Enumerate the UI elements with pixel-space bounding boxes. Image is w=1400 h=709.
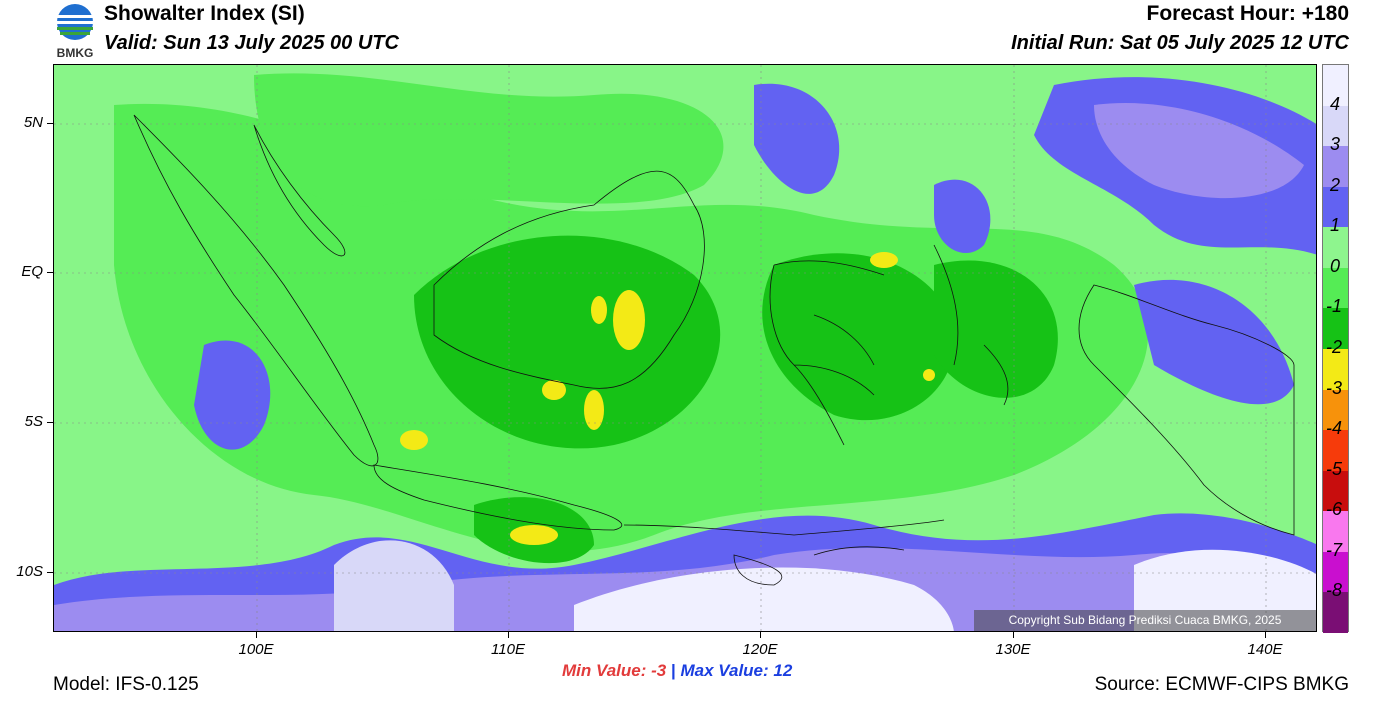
colorbar-tick-label: -5: [1326, 458, 1343, 479]
valid-time: Valid: Sun 13 July 2025 00 UTC: [104, 32, 399, 54]
lon-tick: [508, 632, 509, 638]
logo-text: BMKG: [57, 46, 94, 60]
cell-yellow-1: [613, 290, 645, 350]
colorbar-tick-label: -1: [1326, 296, 1343, 317]
coast-malay: [253, 124, 346, 257]
colorbar-tick-label: 3: [1330, 134, 1341, 155]
zone-purple-northeast: [1094, 103, 1304, 199]
colorbar-tick-label: 0: [1330, 255, 1341, 276]
colorbar-segment: [1323, 470, 1348, 512]
colorbar-segment: [1323, 227, 1348, 269]
max-value: 12: [773, 661, 793, 680]
colorbar-segment: [1323, 65, 1348, 107]
coast-maluku: [933, 244, 1009, 406]
lon-label-130e: 130E: [995, 641, 1031, 658]
lon-tick: [256, 632, 257, 638]
lat-tick: [47, 272, 53, 273]
colorbar-segment: [1323, 551, 1348, 593]
showalter-map: [53, 64, 1317, 632]
bmkg-logo: BMKG: [50, 1, 100, 61]
lat-label-eq: EQ: [21, 263, 43, 280]
min-max-values: Min Value: -3 | Max Value: 12: [562, 661, 792, 681]
lat-tick: [47, 123, 53, 124]
colorbar-segment: [1323, 186, 1348, 228]
copyright-notice: Copyright Sub Bidang Prediksi Cuaca BMKG…: [974, 610, 1316, 631]
colorbar-segment: [1323, 349, 1348, 391]
cell-yellow-8: [923, 369, 935, 381]
lon-tick: [760, 632, 761, 638]
min-value: -3: [651, 661, 667, 680]
coastlines: [133, 114, 1295, 586]
source-label: Source: ECMWF-CIPS BMKG: [1094, 674, 1349, 695]
colorbar-tick-label: 4: [1330, 93, 1341, 114]
zone-darkgreen-papua: [934, 260, 1058, 398]
colorbar-segment: [1323, 146, 1348, 188]
coast-sulawesi: [769, 260, 885, 446]
colorbar-segment: [1323, 430, 1348, 472]
colorbar-tick-label: -8: [1326, 580, 1343, 601]
colorbar-tick-label: -7: [1326, 539, 1343, 560]
zone-blue-borneo-north: [934, 179, 991, 254]
colorbar-segment: [1323, 105, 1348, 147]
colorbar-segment: [1323, 308, 1348, 350]
zone-blue-pacific: [754, 83, 840, 194]
lat-tick: [47, 572, 53, 573]
max-label: Max Value:: [680, 661, 769, 680]
coast-australia: [733, 554, 783, 586]
colorbar: [1322, 64, 1349, 634]
colorbar-segment: [1323, 592, 1348, 634]
cell-yellow-3: [542, 380, 566, 400]
cell-yellow-6: [510, 525, 558, 545]
coast-timor: [813, 546, 905, 556]
colorbar-segment: [1323, 389, 1348, 431]
colorbar-tick-label: -4: [1326, 418, 1343, 439]
lat-label-5s: 5S: [24, 413, 43, 430]
coast-borneo: [433, 170, 705, 389]
lat-label-10s: 10S: [16, 563, 43, 580]
cell-yellow-5: [400, 430, 428, 450]
cell-yellow-2: [591, 296, 607, 324]
min-label: Min Value:: [562, 661, 647, 680]
lon-tick: [1013, 632, 1014, 638]
colorbar-segment: [1323, 511, 1348, 553]
colorbar-tick-label: 1: [1330, 215, 1341, 236]
cell-yellow-4: [584, 390, 604, 430]
zone-white-south: [574, 567, 954, 631]
stats-separator: |: [670, 661, 676, 680]
zone-blue-west: [194, 340, 271, 450]
colorbar-tick-label: -2: [1326, 337, 1343, 357]
lon-tick: [1265, 632, 1266, 638]
colorbar-tick-label: -3: [1326, 377, 1343, 398]
lon-label-100e: 100E: [238, 641, 274, 658]
cell-yellow-7: [870, 252, 898, 268]
initial-run: Initial Run: Sat 05 July 2025 12 UTC: [1011, 32, 1349, 54]
zone-green-north: [254, 73, 724, 207]
lon-label-140e: 140E: [1247, 641, 1283, 658]
coast-nusatenggara: [623, 519, 945, 536]
chart-title: Showalter Index (SI): [104, 2, 305, 25]
coast-papua: [1078, 284, 1295, 536]
colorbar-tick-label: 2: [1330, 174, 1341, 195]
map-canvas: [54, 65, 1316, 631]
zone-darkgreen-sulawesi: [762, 253, 955, 421]
forecast-hour: Forecast Hour: +180: [1146, 2, 1350, 25]
zone-blue-east: [1134, 279, 1294, 405]
colorbar-tick-label: -6: [1326, 499, 1343, 520]
coast-java: [373, 464, 623, 531]
lat-tick: [47, 422, 53, 423]
zone-pale-south: [334, 540, 454, 631]
lat-label-5n: 5N: [23, 114, 43, 131]
graticule: [54, 65, 1316, 631]
lon-label-110e: 110E: [491, 641, 525, 658]
colorbar-segment: [1323, 267, 1348, 309]
zone-darkgreen-borneo: [414, 235, 721, 449]
model-label: Model: IFS-0.125: [53, 674, 199, 695]
lon-label-120e: 120E: [742, 641, 778, 658]
